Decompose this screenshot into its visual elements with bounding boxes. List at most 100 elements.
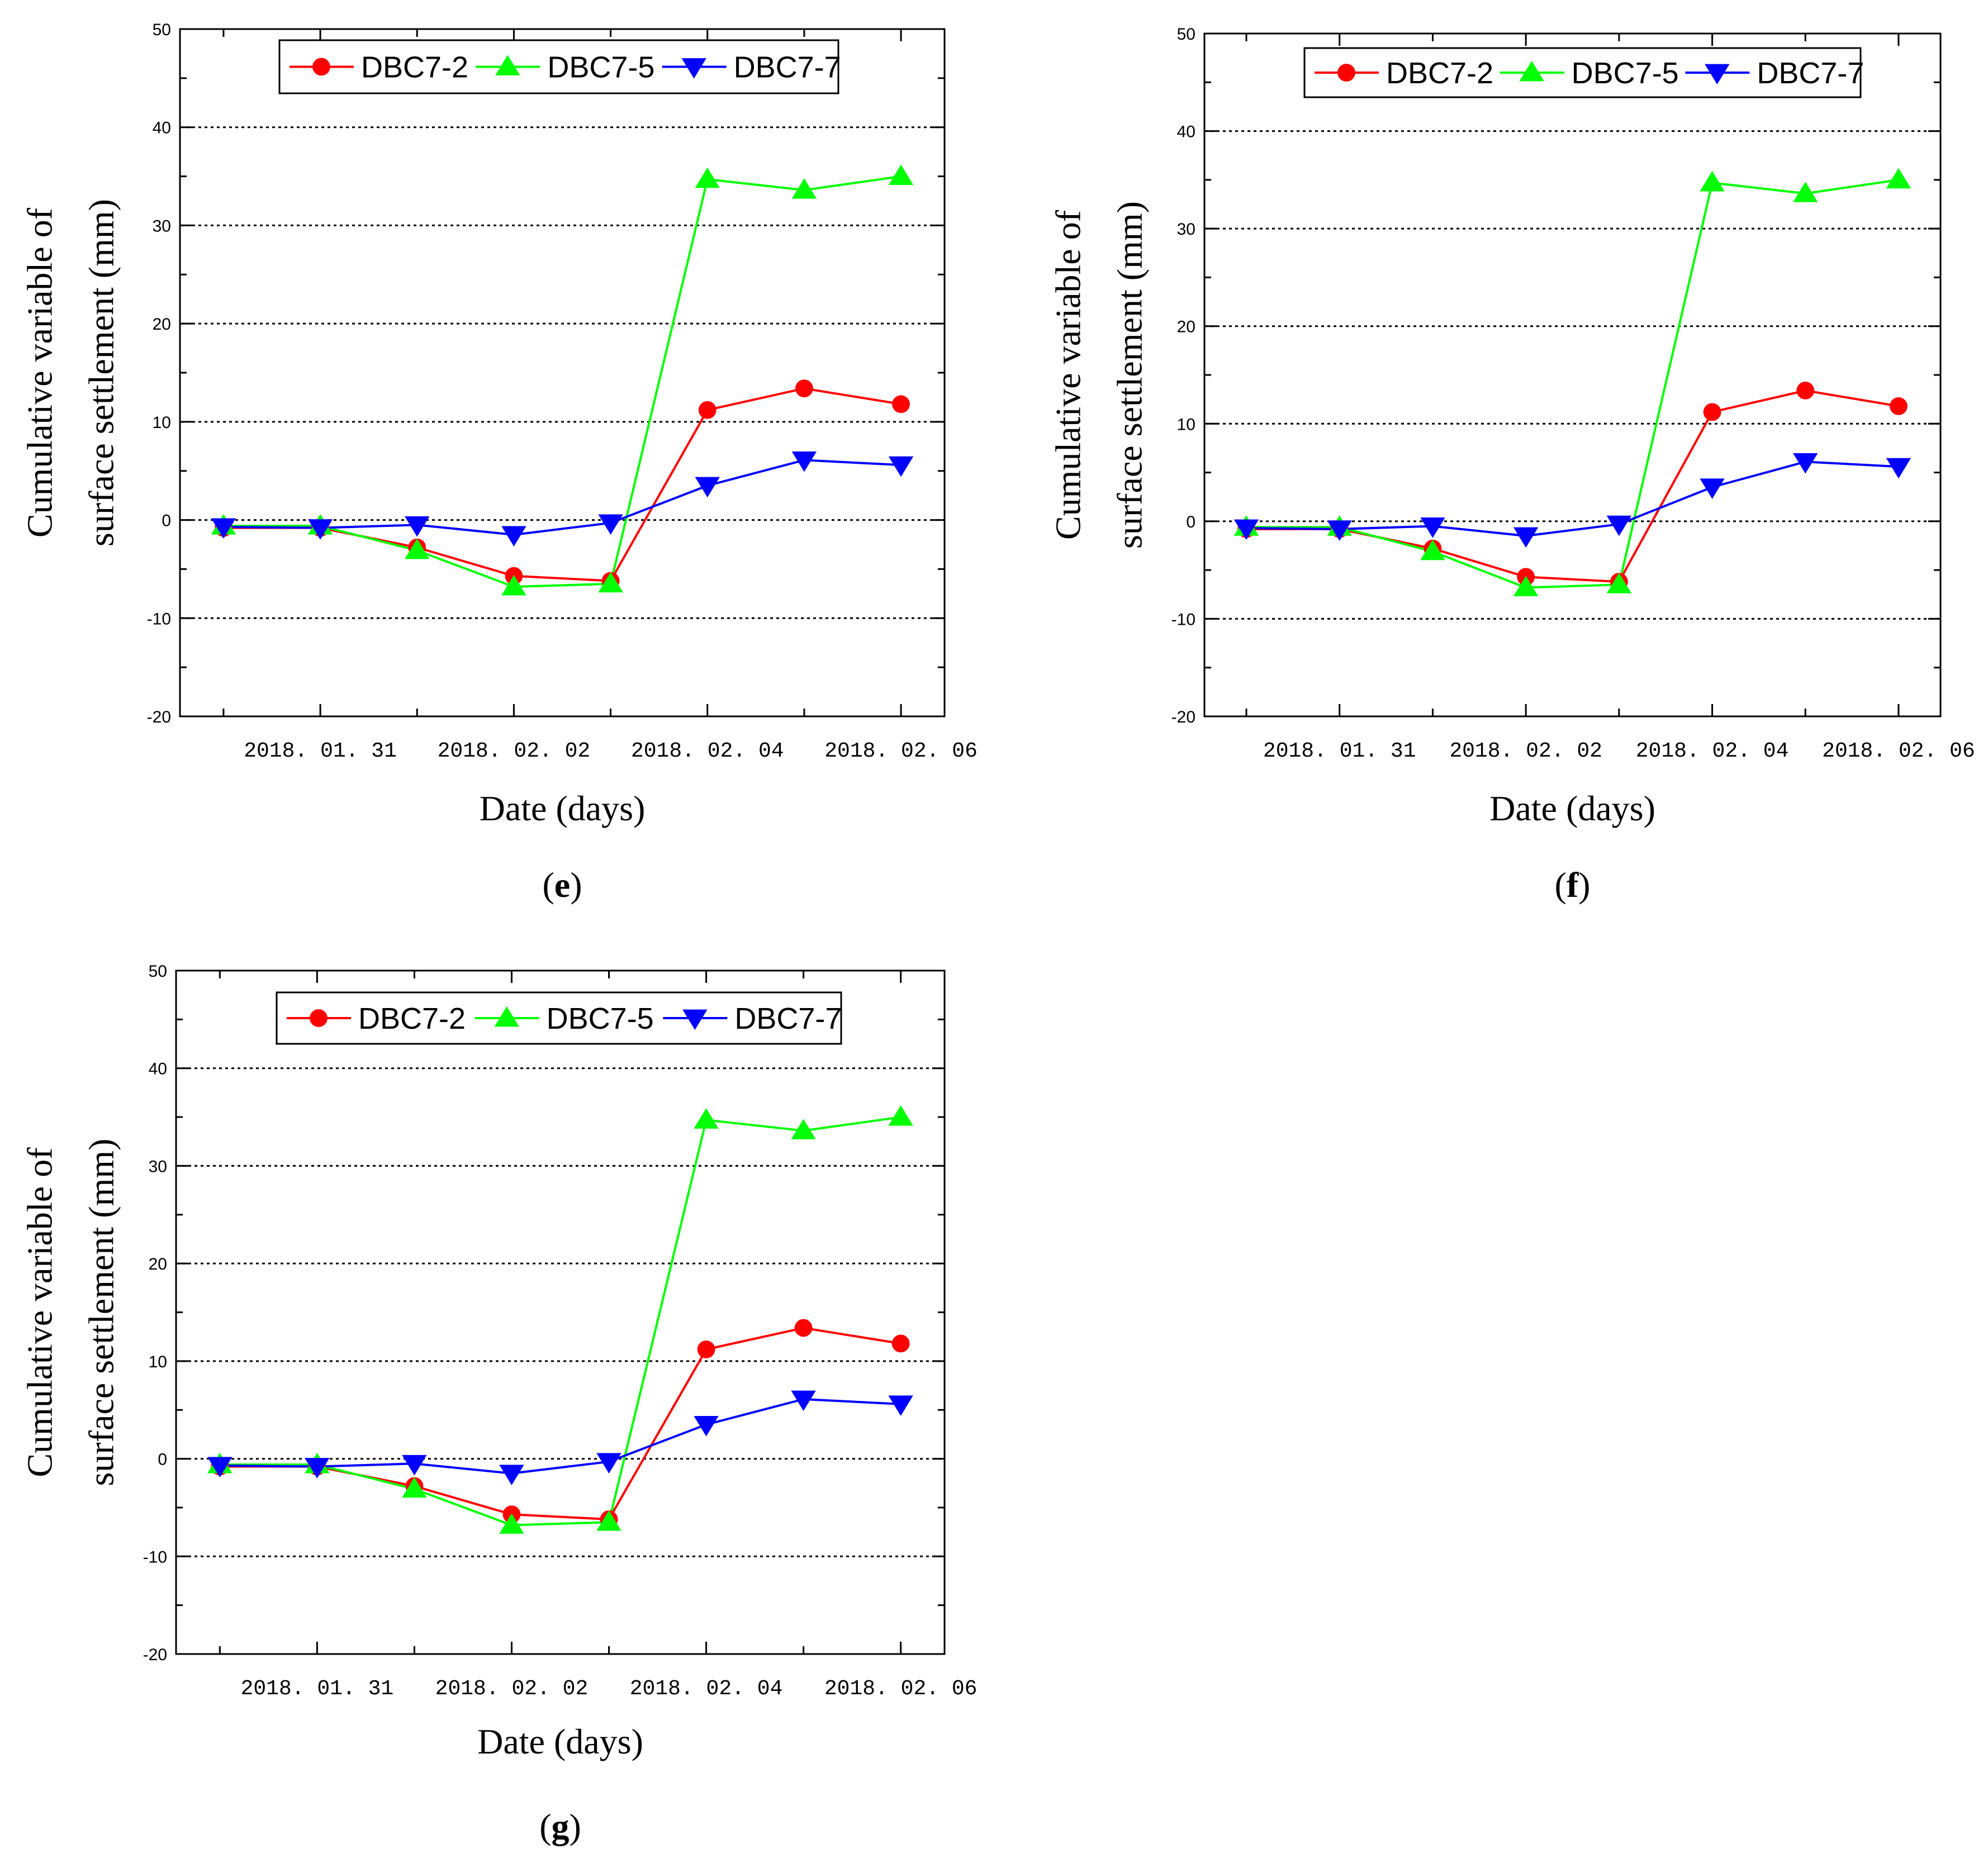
series-line-dbc7-5 [220,1116,901,1527]
series-line-dbc7-7 [223,459,902,536]
data-point-dbc7-5 [888,1105,913,1126]
data-point-dbc7-7 [596,1453,621,1474]
x-tick-label: 2018. 02. 02 [435,1677,589,1701]
data-point-dbc7-7 [1700,478,1725,499]
data-point-dbc7-7 [1886,458,1911,479]
data-point-dbc7-5 [499,1513,524,1534]
series-line-dbc7-7 [1246,460,1899,538]
x-tick-label: 2018. 02. 06 [1822,739,1975,763]
y-tick-label: 20 [149,1255,167,1273]
series-line-dbc7-5 [223,175,902,588]
y-axis-title-line2: surface settlement (mm) [81,199,121,546]
data-point-dbc7-7 [307,519,333,540]
data-point-dbc7-5 [598,572,623,593]
data-point-dbc7-7 [1793,453,1818,474]
y-tick-label: -10 [143,1548,167,1566]
x-tick-label: 2018. 01. 31 [244,739,397,763]
y-axis-title-line2: surface settlement (mm) [81,1139,121,1486]
legend-box [276,991,842,1045]
data-point-dbc7-7 [791,1390,816,1411]
y-tick-label: 50 [149,962,167,981]
y-tick-label: -20 [143,1646,167,1664]
y-tick-label: -20 [1171,708,1195,726]
y-tick-label: 10 [1177,415,1195,434]
data-point-dbc7-7 [791,451,817,472]
y-tick-label: 20 [1177,318,1195,336]
data-point-dbc7-7 [207,1457,233,1477]
data-point-dbc7-2 [794,1319,813,1337]
data-point-dbc7-5 [596,1510,621,1531]
x-axis-title: Date (days) [480,788,646,828]
y-axis-title-line1: Cumulative variable of [20,207,59,538]
legend-label-dbc7-2: DBC7-2 [358,1002,466,1035]
y-tick-label: -10 [1171,610,1195,629]
data-point-dbc7-5 [1420,539,1445,560]
data-point-dbc7-7 [888,456,914,477]
data-point-dbc7-5 [695,167,720,188]
data-point-dbc7-7 [1606,515,1632,536]
data-point-dbc7-7 [405,516,430,537]
x-tick-label: 2018. 02. 04 [630,1677,783,1701]
caption-paren-close: ) [570,1807,581,1846]
y-tick-label: 10 [153,414,171,432]
data-point-dbc7-7 [1327,520,1352,541]
plot-frame [175,969,946,1655]
x-axis-title: Date (days) [477,1722,643,1761]
data-point-dbc7-7 [695,477,720,498]
data-point-dbc7-5 [1513,576,1539,596]
y-tick-label: 0 [162,512,171,530]
plot-frame [179,28,946,717]
legend-marker-dbc7-7 [682,1009,708,1030]
y-tick-label: 40 [1177,123,1195,141]
series-line-dbc7-7 [220,1398,901,1475]
data-point-dbc7-2 [1796,382,1815,400]
data-point-dbc7-5 [694,1108,719,1129]
data-point-dbc7-5 [501,574,526,596]
legend-label-dbc7-7: DBC7-7 [734,51,841,84]
series-line-dbc7-2 [223,387,902,582]
legend-label-dbc7-2: DBC7-2 [1386,56,1493,90]
x-tick-label: 2018. 02. 04 [1636,739,1789,763]
y-tick-label: -20 [147,708,171,726]
x-tick-label: 2018. 02. 06 [824,1677,978,1701]
legend-label-dbc7-2: DBC7-2 [361,51,468,84]
data-point-dbc7-2 [795,379,813,397]
x-axis-title: Date (days) [1489,788,1655,828]
caption-paren-close: ) [570,865,582,905]
series-line-dbc7-5 [1246,178,1899,589]
data-point-dbc7-7 [1420,517,1445,538]
data-point-dbc7-7 [694,1416,719,1437]
data-point-dbc7-5 [402,1477,427,1498]
legend-marker-dbc7-7 [681,58,706,79]
x-tick-label: 2018. 02. 02 [438,739,591,763]
caption-letter: e [554,865,570,905]
y-tick-label: 30 [149,1157,167,1176]
y-tick-label: 20 [153,315,171,334]
data-point-dbc7-5 [791,178,817,199]
caption-paren-close: ) [1578,865,1590,905]
legend-marker-dbc7-5 [494,1006,519,1027]
data-point-dbc7-5 [1606,573,1632,593]
data-point-dbc7-5 [888,164,914,185]
data-point-dbc7-2 [1890,397,1908,415]
legend-marker-dbc7-2 [312,58,330,76]
data-point-dbc7-2 [697,1341,715,1358]
caption-paren-open: ( [539,1807,551,1846]
legend-label-dbc7-7: DBC7-7 [1757,56,1864,90]
data-point-dbc7-7 [1513,527,1539,548]
series-line-dbc7-2 [220,1327,901,1520]
data-point-dbc7-2 [892,395,910,414]
legend-box [278,39,839,94]
legend-label-dbc7-5: DBC7-5 [547,51,654,84]
legend-marker-dbc7-2 [310,1009,328,1027]
data-point-dbc7-2 [891,1334,910,1353]
y-tick-label: 50 [1177,25,1195,44]
legend-label-dbc7-7: DBC7-7 [734,1002,842,1035]
chart-panel-g: -20 -10 0 10 20 30 40 50 2018. 01. 31 2018. 02. 0… [20,962,977,1846]
legend-marker-dbc7-7 [1705,64,1730,85]
legend-label-dbc7-5: DBC7-5 [547,1002,654,1035]
caption-letter: f [1567,865,1579,905]
x-tick-label: 2018. 02. 04 [631,739,784,763]
x-tick-label: 2018. 02. 02 [1449,739,1602,763]
